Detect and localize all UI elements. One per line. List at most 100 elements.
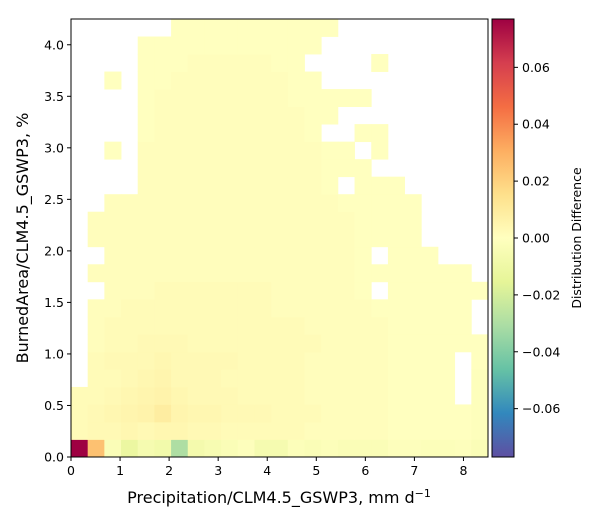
heatmap-cell: [221, 404, 239, 423]
heatmap-cell: [237, 211, 255, 230]
heatmap-cell: [154, 211, 172, 230]
heatmap-cell: [204, 124, 222, 143]
heatmap-cell: [154, 299, 172, 318]
heatmap-cell: [421, 299, 439, 318]
heatmap-cell: [221, 264, 239, 283]
heatmap-cell: [204, 106, 222, 125]
heatmap-cell: [154, 264, 172, 283]
heatmap-cell: [304, 159, 322, 178]
heatmap-cell: [337, 404, 355, 423]
heatmap-cell: [171, 316, 189, 335]
x-tick-label: 4: [263, 463, 271, 478]
heatmap-cell: [454, 439, 472, 458]
heatmap-cell: [321, 229, 339, 248]
heatmap-cell: [371, 194, 389, 213]
heatmap-cell: [154, 124, 172, 143]
heatmap-cell: [121, 386, 139, 405]
heatmap-cell: [387, 246, 405, 265]
colorbar-tick-label: 0.04: [522, 117, 550, 132]
heatmap-cell: [304, 229, 322, 248]
heatmap-cell: [171, 264, 189, 283]
heatmap-cell: [171, 176, 189, 195]
heatmap-cell: [237, 106, 255, 125]
heatmap-cell: [204, 176, 222, 195]
heatmap-cell: [387, 176, 405, 195]
heatmap-cell: [387, 421, 405, 440]
heatmap-cell: [87, 386, 105, 405]
heatmap-cell: [221, 36, 239, 55]
heatmap-cell: [454, 299, 472, 318]
heatmap-cell: [304, 369, 322, 388]
heatmap-cell: [387, 439, 405, 458]
heatmap-cell: [271, 264, 289, 283]
heatmap-cell: [87, 316, 105, 335]
heatmap-cell: [437, 281, 456, 300]
heatmap-cell: [237, 334, 255, 353]
heatmap-cell: [321, 19, 339, 37]
heatmap-cell: [287, 159, 305, 178]
heatmap-cell: [371, 176, 389, 195]
heatmap-cell: [321, 369, 339, 388]
heatmap-cell: [354, 264, 372, 283]
heatmap-cell: [187, 159, 205, 178]
heatmap-cell: [87, 229, 105, 248]
heatmap-cell: [287, 334, 305, 353]
heatmap-cell: [254, 404, 272, 423]
heatmap-cell: [471, 439, 489, 458]
heatmap-cell: [104, 264, 122, 283]
heatmap-cell: [337, 89, 355, 107]
y-tick-label: 0.5: [44, 398, 64, 413]
heatmap-cell: [221, 229, 239, 248]
heatmap-cell: [137, 141, 155, 160]
heatmap-cell: [304, 299, 322, 318]
heatmap-cell: [154, 439, 172, 458]
heatmap-cell: [104, 386, 122, 405]
heatmap-cell: [221, 386, 239, 405]
heatmap-cell: [421, 404, 439, 423]
heatmap-cell: [237, 54, 255, 72]
heatmap-cell: [204, 439, 222, 458]
x-tick-label: 5: [312, 463, 320, 478]
colorbar-tick-label: 0.02: [522, 174, 550, 189]
heatmap-cell: [187, 386, 205, 405]
heatmap-cell: [271, 194, 289, 213]
heatmap-cell: [437, 264, 456, 283]
heatmap-cell: [154, 89, 172, 107]
colorbar-tick-label: −0.06: [522, 401, 560, 416]
heatmap-cell: [371, 141, 389, 160]
heatmap-cell: [387, 281, 405, 300]
heatmap-cell: [304, 439, 322, 458]
heatmap-cell: [337, 421, 355, 440]
heatmap-cell: [387, 211, 405, 230]
heatmap-cell: [221, 89, 239, 107]
colorbar-tick-label: 0.06: [522, 60, 550, 75]
heatmap-cell: [304, 89, 322, 107]
heatmap-cell: [137, 194, 155, 213]
heatmap-cell: [121, 316, 139, 335]
heatmap-cell: [354, 299, 372, 318]
heatmap-cell: [337, 281, 355, 300]
heatmap-cell: [187, 89, 205, 107]
heatmap-cell: [304, 281, 322, 300]
heatmap-cell: [287, 71, 305, 90]
heatmap-cell: [121, 229, 139, 248]
heatmap-cell: [287, 369, 305, 388]
heatmap-cell: [321, 316, 339, 335]
heatmap-cell: [221, 439, 239, 458]
heatmap-cell: [287, 54, 305, 72]
heatmap-cell: [287, 194, 305, 213]
heatmap-cell: [137, 264, 155, 283]
heatmap-cell: [287, 386, 305, 405]
heatmap-cell: [171, 334, 189, 353]
heatmap-cell: [221, 159, 239, 178]
heatmap-cell: [204, 351, 222, 370]
heatmap-cell: [254, 421, 272, 440]
heatmap-cell: [271, 404, 289, 423]
heatmap-cell: [304, 404, 322, 423]
heatmap-cell: [404, 334, 422, 353]
heatmap-cell: [271, 36, 289, 55]
heatmap-cell: [187, 439, 205, 458]
heatmap-cell: [337, 264, 355, 283]
heatmap-cell: [321, 159, 339, 178]
x-tick-label: 3: [214, 463, 222, 478]
